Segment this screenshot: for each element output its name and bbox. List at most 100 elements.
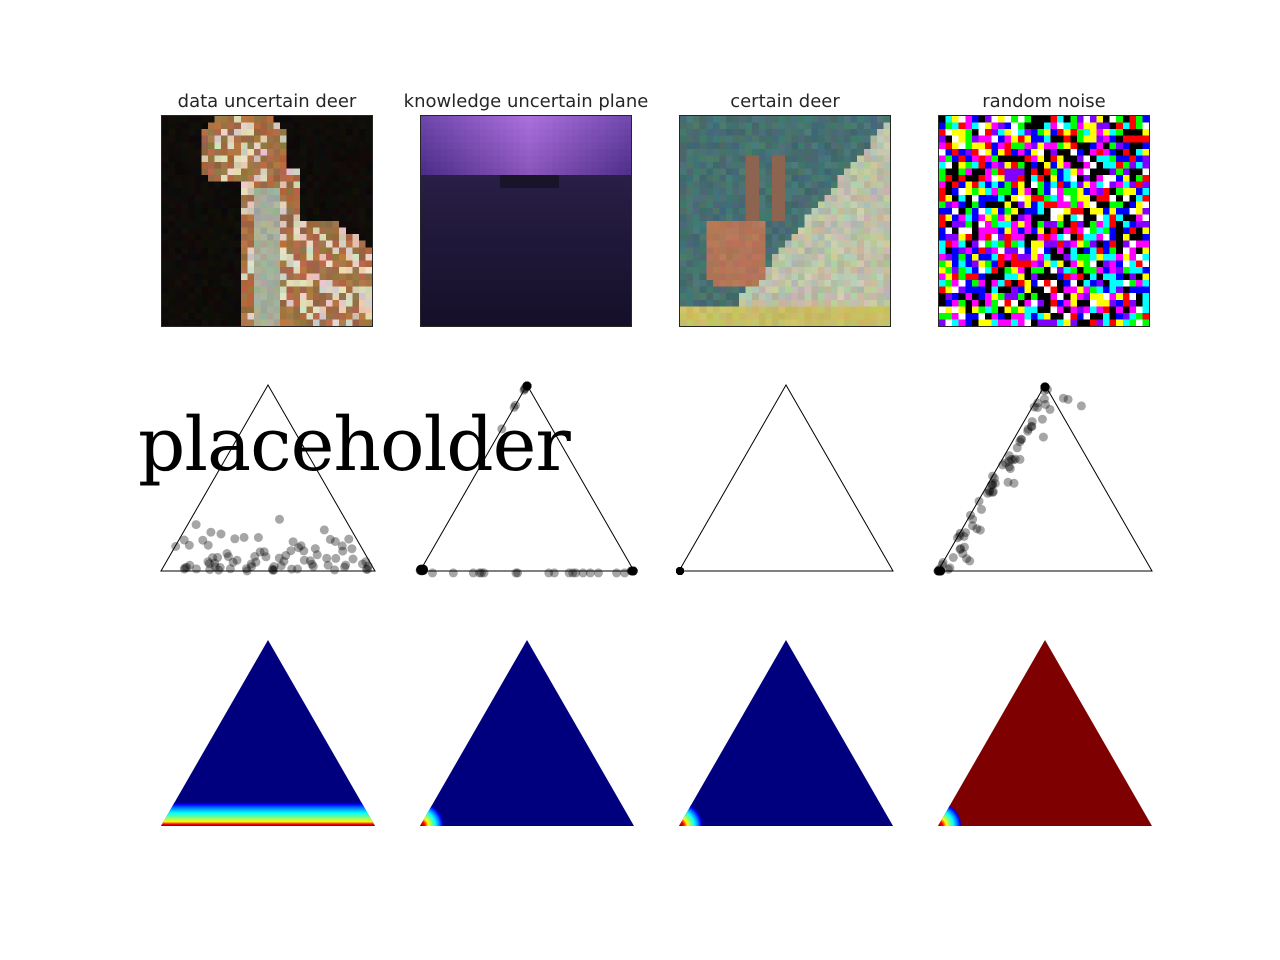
sample-point xyxy=(1005,464,1015,474)
sample-point xyxy=(990,473,999,483)
sample-point xyxy=(571,568,581,578)
sample-point xyxy=(564,568,574,578)
simplex-scatter-1 xyxy=(160,383,376,576)
sample-point xyxy=(983,488,993,498)
sample-point xyxy=(246,559,256,569)
sample-point xyxy=(955,531,965,541)
sample-point xyxy=(968,521,977,531)
sample-point xyxy=(990,478,1000,488)
sample-point xyxy=(1027,421,1037,431)
sample-point xyxy=(348,554,358,564)
sample-point xyxy=(269,565,279,575)
sample-point xyxy=(1010,454,1020,464)
sample-point xyxy=(268,564,277,574)
sample-point xyxy=(956,544,966,553)
sample-point xyxy=(1004,462,1014,472)
simplex-scatter-3 xyxy=(676,383,894,575)
density-fill xyxy=(161,640,375,826)
sample-point xyxy=(338,546,348,556)
sample-point xyxy=(1004,456,1014,466)
sample-point xyxy=(250,552,260,561)
sample-point xyxy=(1037,414,1047,424)
density-corner-peak xyxy=(420,802,444,826)
sample-point xyxy=(323,560,333,570)
sample-point xyxy=(223,552,233,562)
sample-point xyxy=(1040,399,1050,409)
panel-title-1: data uncertain deer xyxy=(177,91,357,112)
sample-point xyxy=(955,545,965,554)
sample-point xyxy=(210,558,220,568)
panel-title-2: knowledge uncertain plane xyxy=(403,91,649,112)
sample-point xyxy=(959,531,969,541)
image-knowledge-uncertain-plane xyxy=(420,115,632,327)
sample-point xyxy=(522,381,532,391)
sample-point xyxy=(225,564,235,574)
sample-point xyxy=(1040,382,1050,392)
sample-point xyxy=(232,555,242,565)
sample-point xyxy=(948,553,958,562)
sample-point xyxy=(179,535,189,545)
sample-point xyxy=(294,543,303,553)
sample-point xyxy=(972,524,982,534)
sample-point xyxy=(344,534,354,544)
sample-point xyxy=(213,552,223,562)
sample-point xyxy=(337,541,347,551)
image-random-noise xyxy=(938,115,1150,327)
simplex-scatter-2 xyxy=(415,381,638,578)
sample-point xyxy=(182,562,192,572)
density-fill xyxy=(420,640,634,826)
sample-point xyxy=(585,568,595,578)
sample-point xyxy=(247,562,256,572)
sample-point xyxy=(958,549,968,559)
sample-point xyxy=(251,557,261,567)
sample-point xyxy=(205,565,215,575)
sample-point xyxy=(206,527,216,537)
sample-point xyxy=(330,537,340,546)
sample-point xyxy=(362,564,371,574)
sample-point xyxy=(281,551,291,560)
sample-point xyxy=(275,514,284,524)
sample-point xyxy=(988,487,998,497)
sample-point xyxy=(1006,454,1016,464)
sample-point xyxy=(1045,404,1055,414)
sample-point xyxy=(191,564,201,574)
sample-point xyxy=(953,533,962,543)
sample-point xyxy=(419,566,428,575)
sample-point xyxy=(276,561,286,571)
sample-point xyxy=(1026,422,1036,432)
sample-point xyxy=(305,556,315,566)
sample-point xyxy=(180,563,190,573)
sample-point xyxy=(974,496,984,506)
sample-point xyxy=(210,562,220,572)
sample-point xyxy=(274,553,284,563)
sample-point xyxy=(241,564,251,574)
sample-point xyxy=(242,566,252,576)
sample-point xyxy=(1027,417,1037,427)
simplex-outline xyxy=(937,383,1153,572)
sample-point xyxy=(962,554,972,564)
image-data-uncertain-deer xyxy=(161,115,373,327)
sample-point xyxy=(222,549,232,558)
sample-point xyxy=(340,562,350,572)
sample-point xyxy=(308,562,318,571)
sample-point xyxy=(363,564,373,574)
sample-point xyxy=(253,533,263,542)
sample-point xyxy=(191,520,201,530)
sample-point xyxy=(179,564,189,574)
sample-point xyxy=(287,564,297,574)
sample-point xyxy=(268,565,278,575)
sample-point xyxy=(330,565,340,575)
sample-point xyxy=(975,525,985,535)
sample-point xyxy=(475,568,484,578)
sample-point xyxy=(1009,478,1019,488)
sample-point xyxy=(299,546,309,556)
sample-point xyxy=(1063,394,1073,404)
sample-point xyxy=(593,568,603,578)
density-band xyxy=(161,802,375,826)
sample-point xyxy=(358,559,367,569)
sample-point xyxy=(363,561,373,571)
sample-point xyxy=(568,568,578,578)
sample-point xyxy=(987,480,997,490)
simplex-density-1 xyxy=(161,640,375,826)
